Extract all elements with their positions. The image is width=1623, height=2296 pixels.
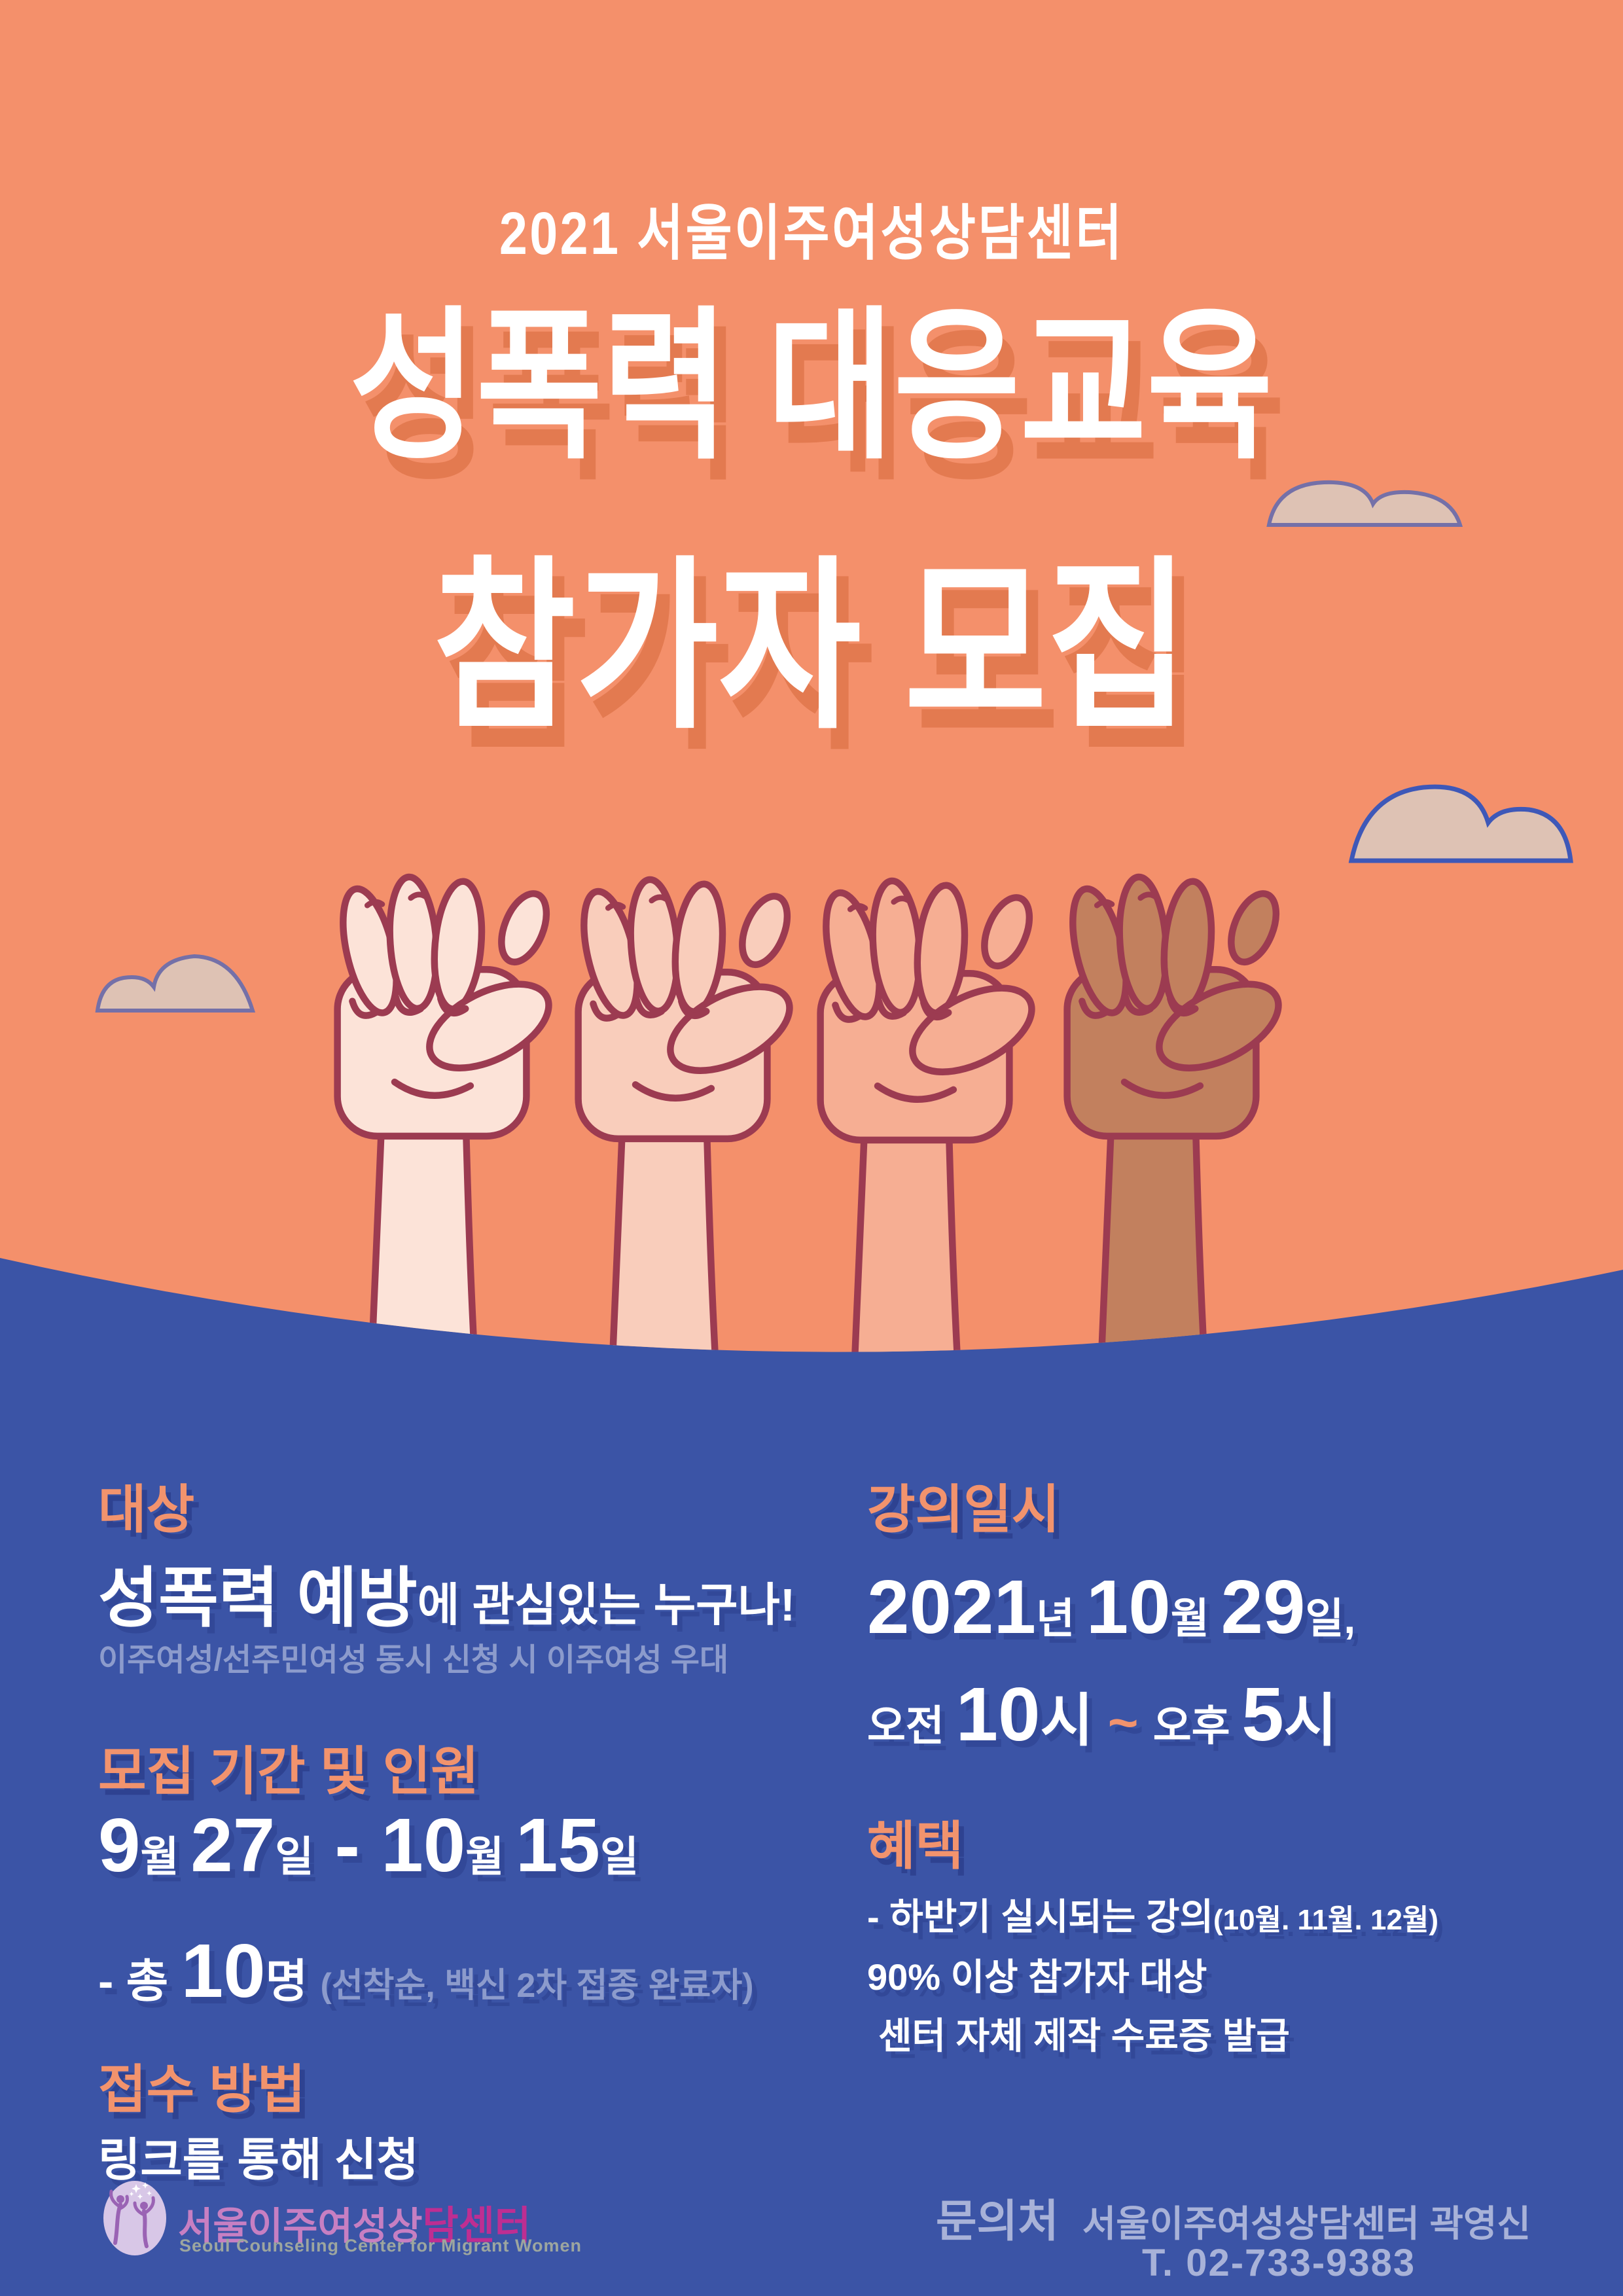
schedule-day-unit: 일, [1305, 1595, 1356, 1642]
logo-korean-name-light: 서울이주여성상 [178, 2205, 423, 2248]
schedule-time-line: 오전 10시 ~ 오후 5시 [867, 1670, 1337, 1758]
benefit-line1: - 하반기 실시되는 강의(10월. 11월. 12월) [867, 1888, 1438, 1941]
apply-body: 링크를 통해 신청 [98, 2134, 419, 2185]
target-main: 성폭력 예방에 관심있는 누구나! [98, 1545, 795, 1640]
poster-subtitle-text: 2021 서울이주여성상담센터 [499, 200, 1124, 267]
target-heading: 대상 [98, 1480, 195, 1539]
benefit-line2: 90% 이상 참가자 대상 [867, 1956, 1207, 1998]
cloud-left [95, 954, 256, 1013]
recruit-total-prefix: - 총 [98, 1956, 181, 2007]
recruit-month1: 9 [98, 1803, 141, 1888]
poster-title-line2-text: 참가자 모집 [433, 544, 1190, 750]
schedule-am-label: 오전 [867, 1702, 956, 1749]
recruit-total-unit: 명 [265, 1956, 321, 2007]
schedule-day: 29 [1221, 1564, 1306, 1649]
recruit-date-line: 9월 27일 - 10월 15일 [98, 1801, 639, 1889]
schedule-start-unit: 시 [1040, 1688, 1094, 1753]
target-note: 이주여성/선주민여성 동시 신청 시 이주여성 우대 [98, 1643, 729, 1677]
poster-title-line2: 참가자 모집 [0, 555, 1623, 740]
target-main-rest: 에 관심있는 누구나! [417, 1579, 796, 1630]
logo-stars [129, 2182, 152, 2200]
recruit-total-line: - 총 10명 (선착순, 백신 2차 접종 완료자) [98, 1927, 754, 2015]
logo-korean-name-dark: 담센터 [422, 2204, 531, 2248]
recruit-month2: 10 [381, 1803, 466, 1888]
schedule-year-unit: 년 [1036, 1595, 1086, 1642]
recruit-day1-unit: 일 [275, 1833, 314, 1880]
poster-title-line1-text: 성폭력 대응교육 [349, 295, 1274, 478]
poster-subtitle: 2021 서울이주여성상담센터 [0, 185, 1623, 272]
schedule-end-unit: 시 [1283, 1688, 1337, 1753]
schedule-year: 2021 [867, 1564, 1037, 1649]
benefit-line1-paren: (10월. 11월. 12월) [1213, 1904, 1439, 1936]
cloud-right-upper [1266, 480, 1463, 527]
schedule-month: 10 [1086, 1564, 1171, 1649]
recruit-heading: 모집 기간 및 인원 [98, 1742, 479, 1801]
top-illustration [0, 0, 1623, 1352]
contact-tel: T. 02-733-9383 [1142, 2242, 1416, 2284]
recruit-total-number: 10 [181, 1928, 266, 2013]
schedule-month-unit: 월 [1170, 1595, 1221, 1642]
schedule-date-line: 2021년 10월 29일, [867, 1563, 1355, 1651]
recruit-date-separator: - [313, 1803, 382, 1888]
logo-english-name: Seoul Counseling Center for Migrant Wome… [179, 2236, 582, 2255]
cloud-right-lower [1348, 784, 1573, 863]
recruit-month1-unit: 월 [140, 1833, 191, 1880]
poster-title-line1: 성폭력 대응교육 [0, 305, 1623, 469]
contact-label: 문의처 [936, 2197, 1059, 2246]
schedule-heading: 강의일시 [867, 1480, 1060, 1539]
schedule-tilde: ~ [1093, 1693, 1153, 1751]
apply-heading: 접수 방법 [98, 2060, 306, 2119]
schedule-end-number: 5 [1241, 1672, 1284, 1757]
center-logo-icon [103, 2181, 166, 2255]
recruit-day2-unit: 일 [599, 1833, 639, 1880]
benefit-heading: 혜택 [867, 1817, 964, 1875]
schedule-start-number: 10 [955, 1672, 1041, 1757]
benefit-line3: 센터 자체 제작 수료증 발급 [878, 2015, 1290, 2056]
schedule-pm-label: 오후 [1152, 1702, 1242, 1749]
recruit-day2: 15 [515, 1803, 600, 1888]
recruit-day1: 27 [190, 1803, 276, 1888]
logo-korean-name: 서울이주여성상담센터 [178, 2194, 531, 2251]
contact-line: 문의처 서울이주여성상담센터 곽영신 [936, 2185, 1531, 2250]
recruit-total-note: (선착순, 백신 2차 접종 완료자) [320, 1967, 754, 2005]
recruit-month2-unit: 월 [465, 1833, 516, 1880]
target-main-strong: 성폭력 예방 [98, 1562, 418, 1635]
benefit-line1-text: - 하반기 실시되는 강의 [867, 1896, 1214, 1937]
contact-org: 서울이주여성상담센터 곽영신 [1082, 2203, 1531, 2244]
